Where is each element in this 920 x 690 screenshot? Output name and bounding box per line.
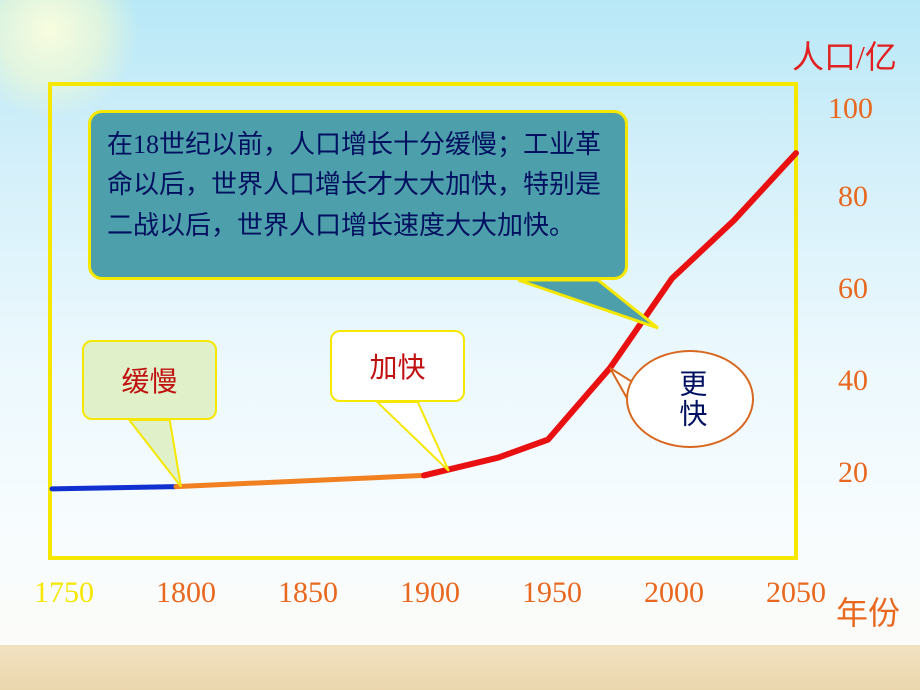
fastest-callout-pointer bbox=[0, 0, 920, 690]
fastest-callout: 更快 bbox=[626, 350, 754, 448]
fastest-callout-text: 更快 bbox=[675, 369, 706, 429]
